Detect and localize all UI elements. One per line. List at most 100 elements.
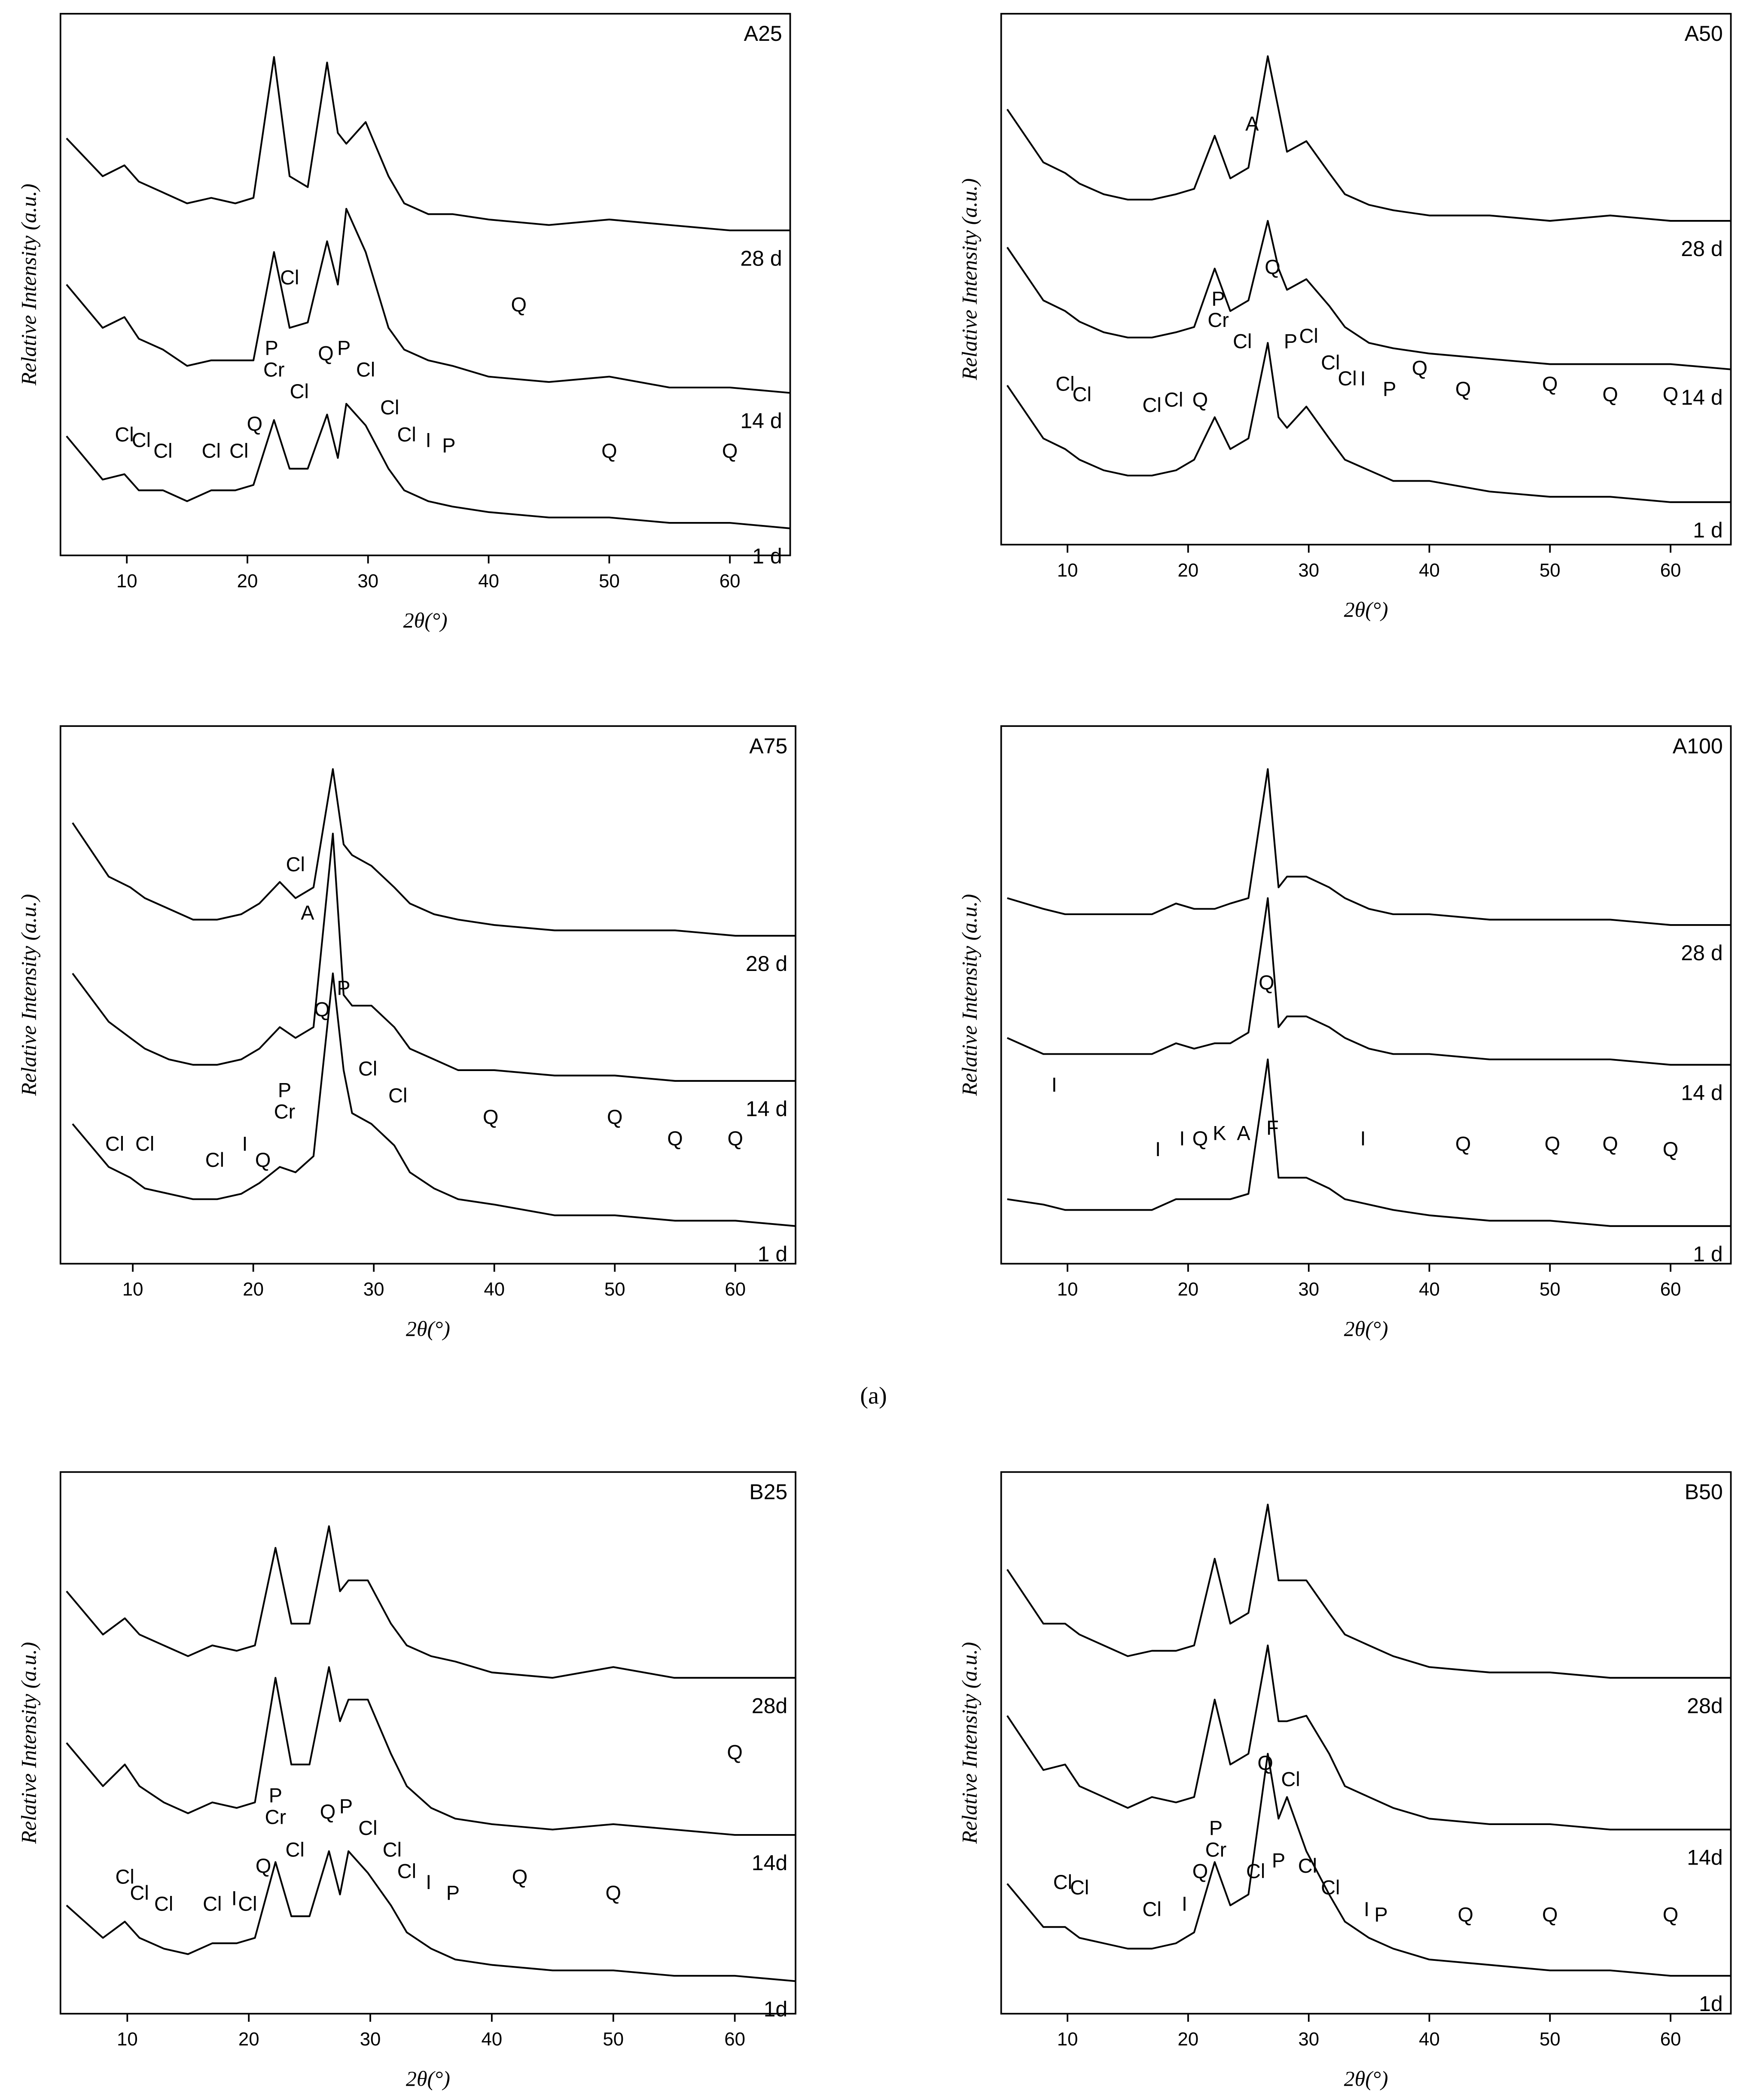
x-tick-label: 10 <box>116 571 137 592</box>
peak-label: A <box>1237 1122 1250 1144</box>
x-tick-label: 10 <box>122 1279 143 1300</box>
series-label: 14 d <box>1681 1081 1723 1105</box>
peak-label: I <box>242 1133 247 1155</box>
plot-frame <box>59 725 796 1265</box>
peak-label: P <box>442 434 455 457</box>
peak-label: Cl <box>105 1133 124 1155</box>
x-tick-label: 30 <box>363 1279 384 1300</box>
peak-label: K <box>1213 1122 1226 1144</box>
y-axis-title: Relative Intensity (a.u.) <box>957 894 981 1096</box>
plot-frame <box>1000 1471 1732 2015</box>
peak-label: Cl <box>1299 325 1318 347</box>
xrd-trace <box>72 972 796 1227</box>
peak-label: Cl <box>1073 383 1091 406</box>
x-tick-label: 30 <box>1298 2029 1319 2050</box>
peak-label: P <box>339 1795 353 1817</box>
x-tick-label: 50 <box>604 1279 625 1300</box>
x-tick-label: 50 <box>1540 560 1561 581</box>
peak-label: Q <box>667 1127 683 1150</box>
peak-label: P <box>446 1882 460 1904</box>
peak-label: Cl <box>280 266 299 289</box>
x-axis-title: 2θ(°) <box>1344 598 1388 622</box>
peak-label: P <box>337 977 350 999</box>
peak-label: Cl <box>202 440 221 462</box>
panel: B50 10 20 30 40 50 60 2θ(°) Relative Intensity (… <box>957 1471 1732 2091</box>
xrd-trace <box>1007 1058 1731 1227</box>
peak-label: A <box>301 901 314 924</box>
peak-label: Cl <box>397 424 416 446</box>
series-label: 28 d <box>1681 941 1723 965</box>
x-tick-label: 10 <box>1057 1279 1078 1300</box>
peak-label: Q <box>727 1741 742 1763</box>
peak-label: Cl <box>1143 394 1162 416</box>
x-tick-label: 60 <box>1660 1279 1681 1300</box>
xrd-trace <box>72 833 796 1082</box>
xrd-trace <box>1006 342 1731 503</box>
x-tick-label: 30 <box>1298 1279 1319 1300</box>
peak-label: I <box>232 1887 237 1910</box>
x-tick-label: 50 <box>603 2029 624 2050</box>
peak-label: Cl <box>380 397 399 419</box>
x-tick-label: 40 <box>1419 1279 1440 1300</box>
peak-label: I <box>1360 1127 1366 1150</box>
peak-label: Cl <box>116 1865 134 1888</box>
peak-label: Cl <box>356 358 375 381</box>
peak-label: Cl <box>1281 1768 1300 1790</box>
peak-label: Cl <box>358 1057 377 1080</box>
peak-label: Q <box>1265 256 1281 278</box>
xrd-trace <box>1006 1753 1731 1977</box>
peak-label: Cl <box>1321 1877 1340 1899</box>
peak-label: Q <box>1455 1133 1471 1155</box>
peak-label: Q <box>1192 1127 1208 1150</box>
x-tick-label: 20 <box>1178 1279 1199 1300</box>
peak-label: Cl <box>397 1860 416 1883</box>
xrd-trace <box>1007 768 1731 926</box>
peak-label: Q <box>1602 383 1618 406</box>
peak-label: Q <box>722 440 738 462</box>
y-axis-title: Relative Intensity (a.u.) <box>957 178 981 381</box>
peak-label: Q <box>606 1882 622 1904</box>
peak-label: Cl <box>1055 372 1074 395</box>
plot-frame <box>59 13 791 556</box>
peak-label: Q <box>1192 388 1208 411</box>
peak-label: Cl <box>1053 1871 1072 1893</box>
peak-label: Q <box>320 1801 336 1823</box>
peak-label: Cr <box>263 358 285 381</box>
x-tick-label: 20 <box>1178 2029 1199 2050</box>
peak-label: Cl <box>229 440 248 462</box>
peak-label: Q <box>607 1106 623 1128</box>
peak-label: Cl <box>238 1892 257 1915</box>
peak-label: Cl <box>1246 1860 1265 1883</box>
peak-label: Cl <box>1298 1855 1317 1877</box>
xrd-trace <box>1006 1644 1731 1831</box>
peak-label: Cl <box>358 1817 377 1839</box>
peak-label: P <box>1272 1849 1285 1871</box>
peak-label: Q <box>1455 378 1471 400</box>
peak-label: I <box>1052 1074 1057 1096</box>
peak-label: Cr <box>1205 1838 1227 1861</box>
series-label: 28 d <box>746 952 787 976</box>
peak-label: Q <box>1412 357 1428 379</box>
peak-label: Q <box>1259 971 1274 994</box>
series-label: 28 d <box>740 246 782 270</box>
peak-label: P <box>1284 330 1297 353</box>
x-tick-label: 10 <box>117 2029 138 2050</box>
peak-label: Cl <box>132 429 151 451</box>
peak-label: Q <box>1663 1138 1679 1160</box>
peak-label: I <box>1360 367 1366 390</box>
panel: A100 10 20 30 40 50 60 2θ(°) Relative Intensity … <box>957 725 1732 1340</box>
peak-label: Cl <box>1338 367 1357 390</box>
xrd-trace <box>66 1850 796 1982</box>
peak-label: Cr <box>265 1806 287 1828</box>
x-tick-label: 60 <box>1660 2029 1681 2050</box>
peak-label: Cl <box>1143 1898 1162 1920</box>
peak-label: Q <box>483 1106 499 1128</box>
xrd-trace <box>66 1666 796 1836</box>
peak-label: P <box>1209 1817 1223 1839</box>
plot-frame <box>1000 13 1732 546</box>
peak-label: Q <box>1545 1133 1561 1155</box>
peak-label: I <box>426 429 431 451</box>
peak-label: P <box>1383 378 1396 400</box>
series-label: 28d <box>752 1694 788 1718</box>
